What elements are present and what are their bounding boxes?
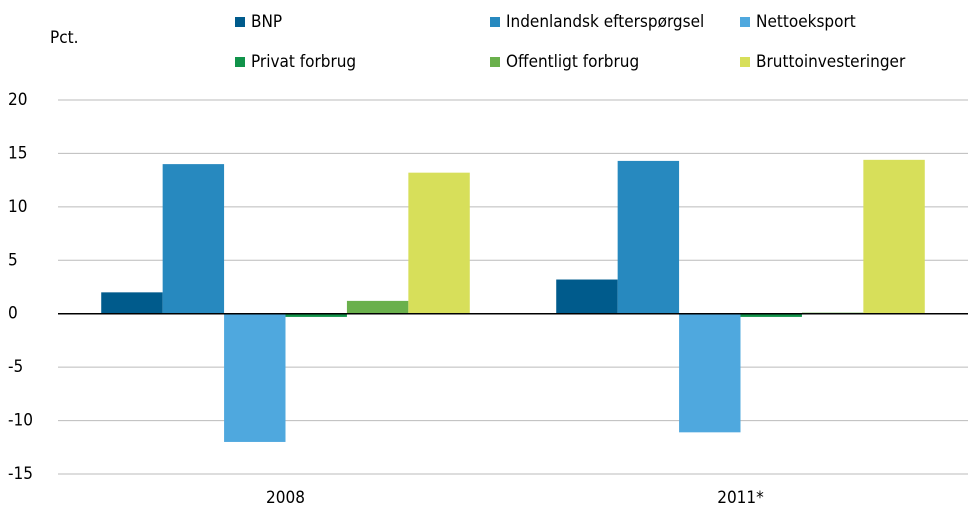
y-tick-label: 5 [8, 250, 18, 270]
x-tick-label: 2011* [717, 488, 764, 508]
legend-label: Privat forbrug [251, 52, 356, 72]
y-axis-label: Pct. [50, 28, 78, 48]
bar [617, 160, 680, 314]
y-tick-label: 0 [8, 304, 18, 324]
legend-label: Nettoeksport [756, 12, 856, 32]
bar [679, 313, 741, 433]
legend-swatch [235, 57, 245, 67]
x-tick-label: 2008 [266, 488, 305, 508]
bar [346, 300, 409, 314]
legend-label: BNP [251, 12, 282, 32]
y-tick-label: 20 [8, 90, 27, 110]
legend-swatch [740, 17, 750, 27]
legend-label: Offentligt forbrug [506, 52, 639, 72]
bar [556, 279, 618, 314]
bar [162, 164, 225, 314]
bar [224, 313, 286, 442]
bar [408, 172, 470, 314]
legend-swatch [490, 57, 500, 67]
y-tick-label: 10 [8, 197, 27, 217]
y-tick-label: 15 [8, 143, 27, 163]
legend-swatch [235, 17, 245, 27]
y-tick-label: -10 [8, 411, 33, 431]
bar [740, 313, 802, 317]
bar [285, 313, 347, 317]
legend-label: Bruttoinvesteringer [756, 52, 906, 72]
bar [863, 159, 925, 314]
legend-label: Indenlandsk efterspørgsel [506, 12, 704, 32]
bar [101, 292, 163, 314]
legend-swatch [740, 57, 750, 67]
y-tick-label: -15 [8, 464, 33, 484]
legend-swatch [490, 17, 500, 27]
y-tick-label: -5 [8, 357, 23, 377]
